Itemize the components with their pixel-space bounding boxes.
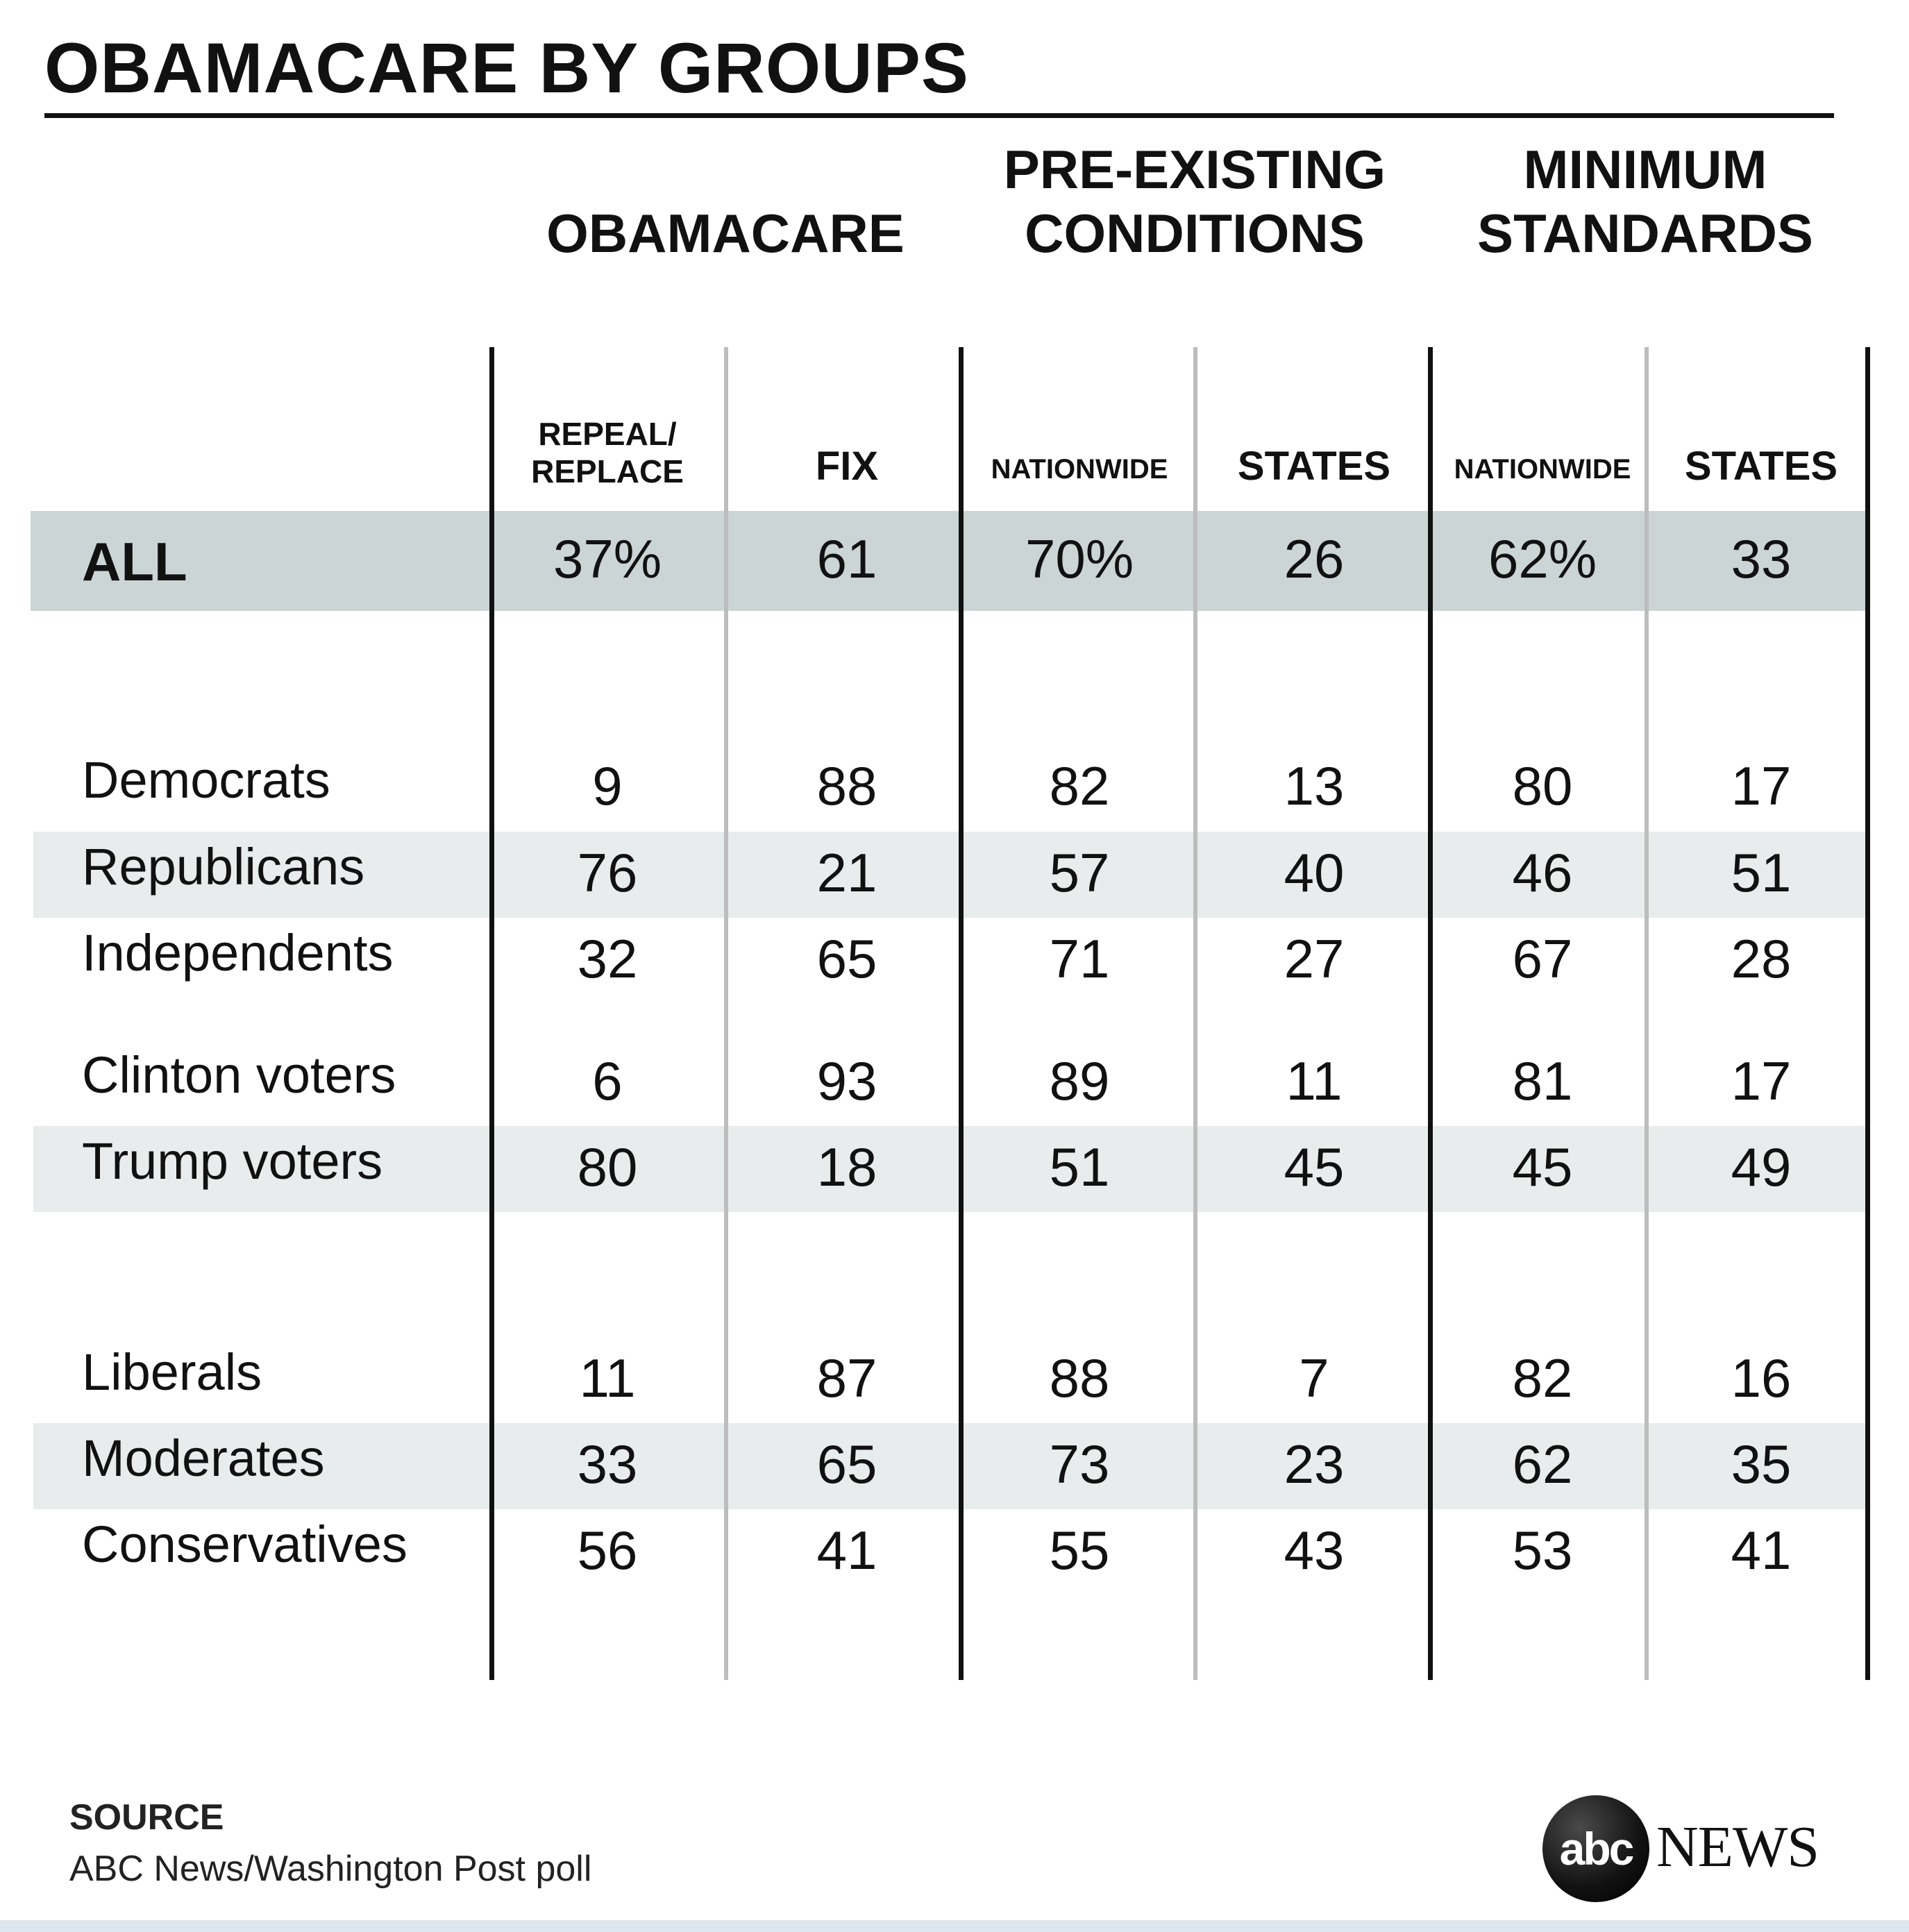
table-cell: 51 — [1049, 1136, 1110, 1198]
abc-logo-icon: abc — [1542, 1795, 1649, 1902]
row-label: Clinton voters — [82, 1046, 396, 1104]
table-cell: 18 — [816, 1136, 877, 1198]
column-divider — [959, 347, 964, 1680]
table-cell: 65 — [816, 1434, 877, 1495]
row-label: Liberals — [82, 1343, 262, 1401]
row-band — [33, 1423, 1867, 1509]
table-cell: 88 — [816, 755, 877, 816]
table-cell: 71 — [1049, 928, 1110, 989]
table-cell: 67 — [1512, 928, 1573, 989]
table-cell: 11 — [579, 1347, 636, 1409]
column-header: FIX — [815, 444, 879, 489]
column-group-header: MINIMUM — [1523, 139, 1767, 200]
table-cell: 65 — [816, 928, 877, 989]
column-group-header: STANDARDS — [1477, 203, 1813, 264]
column-divider — [1645, 347, 1649, 1680]
table-cell: 17 — [1731, 1050, 1792, 1111]
row-label: Independents — [82, 924, 394, 982]
source-heading: SOURCE — [69, 1797, 224, 1838]
row-band — [33, 832, 1867, 918]
column-header: STATES — [1237, 444, 1391, 489]
column-header-line: REPLACE — [531, 453, 684, 489]
row-band — [33, 1126, 1867, 1212]
column-header: NATIONWIDE — [1454, 454, 1631, 485]
row-label: Democrats — [82, 751, 330, 809]
column-header: REPEAL/REPLACE — [493, 415, 722, 490]
table-cell: 62% — [1488, 528, 1597, 589]
column-header-line: REPEAL/ — [538, 416, 677, 452]
table-cell: 56 — [577, 1520, 638, 1581]
row-label-all: ALL — [82, 531, 187, 592]
table-cell: 53 — [1512, 1520, 1573, 1581]
table-cell: 13 — [1284, 755, 1345, 816]
table-cell: 26 — [1284, 528, 1345, 589]
title-underline — [44, 113, 1834, 118]
table-cell: 41 — [816, 1520, 877, 1581]
table-cell: 32 — [577, 928, 638, 989]
column-header: STATES — [1684, 444, 1838, 489]
table-cell: 40 — [1284, 842, 1345, 903]
table-cell: 45 — [1284, 1136, 1345, 1198]
table-cell: 89 — [1049, 1050, 1110, 1111]
table-cell: 21 — [816, 842, 877, 903]
column-divider — [1865, 347, 1870, 1680]
table-cell: 70% — [1025, 528, 1134, 589]
table-cell: 87 — [816, 1347, 877, 1409]
table-cell: 82 — [1512, 1347, 1573, 1409]
table-cell: 73 — [1049, 1434, 1110, 1495]
table-cell: 28 — [1731, 928, 1792, 989]
table-cell: 11 — [1286, 1050, 1343, 1111]
table-cell: 93 — [816, 1050, 877, 1111]
column-divider — [489, 347, 494, 1680]
table-cell: 45 — [1512, 1136, 1573, 1198]
table-cell: 55 — [1049, 1520, 1110, 1581]
table-cell: 23 — [1284, 1434, 1345, 1495]
table-cell: 62 — [1512, 1434, 1573, 1495]
table-cell: 41 — [1731, 1520, 1792, 1581]
table-cell: 27 — [1284, 928, 1345, 989]
column-group-header: PRE-EXISTING — [1003, 139, 1386, 200]
table-cell: 17 — [1731, 755, 1792, 816]
table-cell: 81 — [1512, 1050, 1573, 1111]
column-divider — [1193, 347, 1197, 1680]
table-cell: 7 — [1299, 1347, 1329, 1409]
table-cell: 6 — [592, 1050, 623, 1111]
table-cell: 80 — [577, 1136, 638, 1198]
table-cell: 61 — [816, 528, 877, 589]
logo-circle-text: abc — [1559, 1823, 1635, 1874]
source-text: ABC News/Washington Post poll — [69, 1849, 592, 1889]
table-cell: 9 — [592, 755, 623, 816]
table-cell: 80 — [1512, 755, 1573, 816]
table-cell: 51 — [1731, 842, 1792, 903]
row-label: Republicans — [82, 838, 365, 896]
table-cell: 57 — [1049, 842, 1110, 903]
table-cell: 46 — [1512, 842, 1573, 903]
column-divider — [724, 347, 728, 1680]
chart-title: OBAMACARE BY GROUPS — [44, 28, 969, 108]
column-group-header: CONDITIONS — [1025, 203, 1365, 264]
table-cell: 88 — [1049, 1347, 1110, 1409]
table-cell: 76 — [577, 842, 638, 903]
news-wordmark: NEWS — [1656, 1815, 1819, 1879]
row-label: Trump voters — [82, 1132, 383, 1190]
table-cell: 16 — [1731, 1347, 1792, 1409]
column-header: NATIONWIDE — [991, 454, 1168, 485]
table-cell: 49 — [1731, 1136, 1792, 1198]
table-cell: 35 — [1731, 1434, 1792, 1495]
all-row-band — [31, 511, 1867, 611]
bottom-strip — [0, 1920, 1909, 1932]
column-group-header: OBAMACARE — [546, 203, 905, 264]
column-divider — [1428, 347, 1433, 1680]
table-cell: 82 — [1049, 755, 1110, 816]
table-cell: 33 — [577, 1434, 638, 1495]
row-label: Moderates — [82, 1429, 325, 1487]
table-cell: 37% — [553, 528, 662, 589]
table-cell: 33 — [1731, 528, 1792, 589]
table-cell: 43 — [1284, 1520, 1345, 1581]
row-label: Conservatives — [82, 1515, 407, 1573]
